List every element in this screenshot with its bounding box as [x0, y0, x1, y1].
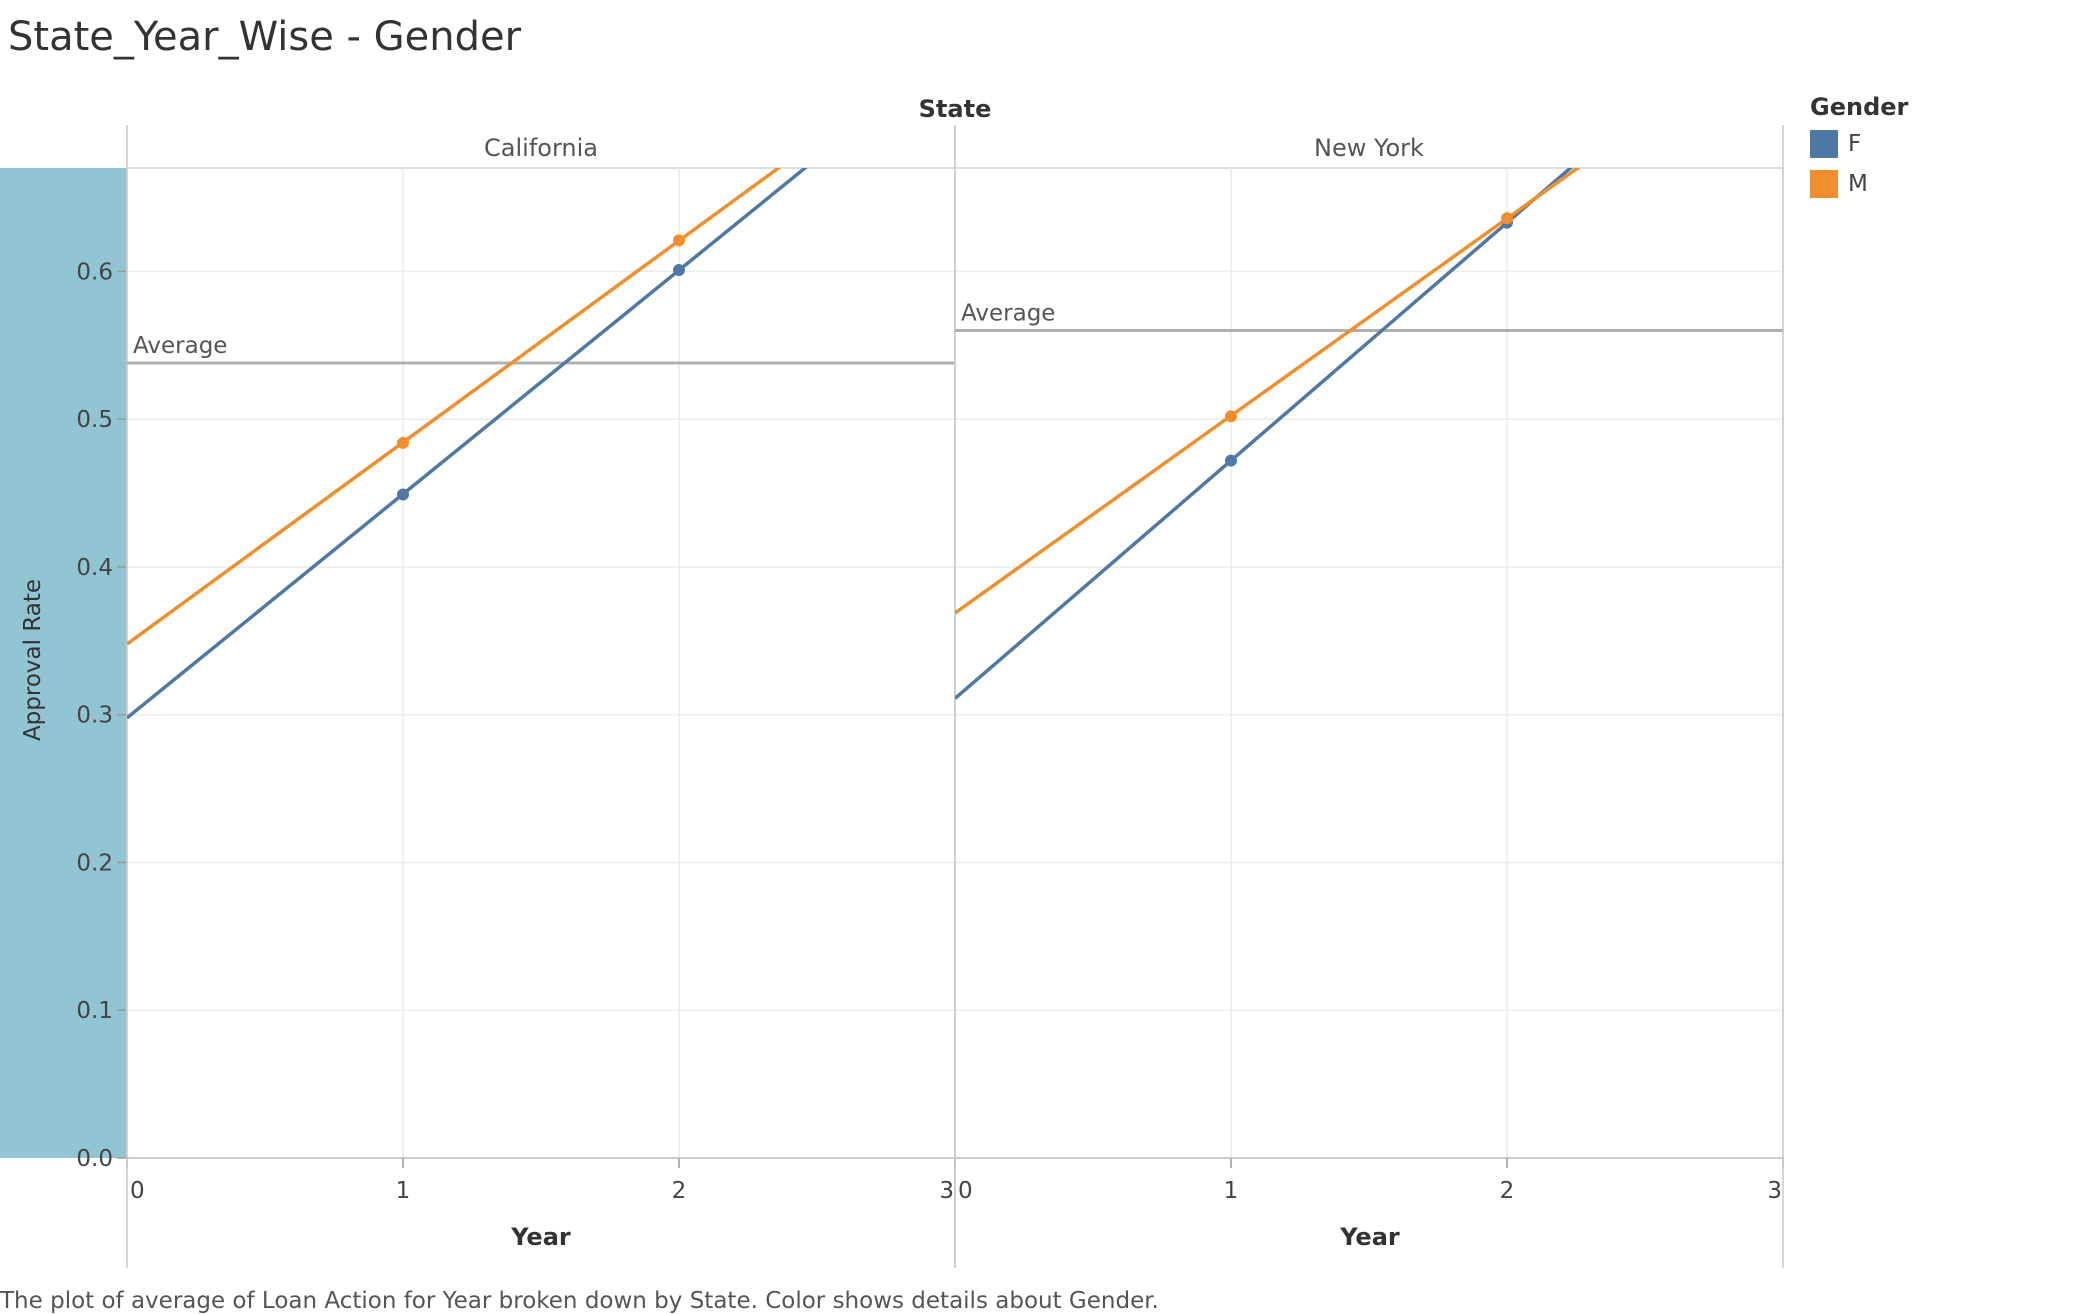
- y-tick-label: 0.3: [76, 703, 113, 729]
- average-label-california: Average: [133, 333, 227, 359]
- x-tick-label: 3: [939, 1178, 954, 1204]
- data-point-m-new-york: [1501, 212, 1513, 225]
- series-line-m-new-york: [955, 168, 1581, 615]
- series-line-f-new-york: [955, 168, 1574, 700]
- data-point-f-california: [397, 488, 409, 501]
- panel-header-new-york: New York: [1314, 134, 1424, 162]
- average-label-new-york: Average: [961, 301, 1055, 327]
- series-line-m-california: [127, 168, 782, 646]
- data-point-f-new-york: [1225, 454, 1237, 467]
- x-axis-label-california: Year: [510, 1223, 571, 1251]
- data-point-m-new-york: [1225, 410, 1237, 423]
- caption: The plot of average of Loan Action for Y…: [0, 1288, 1159, 1314]
- y-tick-label: 0.0: [76, 1146, 113, 1172]
- series-line-f-california: [127, 168, 808, 720]
- y-tick-label: 0.6: [76, 259, 113, 285]
- legend-swatch-m: [1810, 170, 1838, 198]
- x-tick-label: 0: [958, 1178, 973, 1204]
- x-tick-label: 2: [1500, 1178, 1515, 1204]
- legend-title: Gender: [1810, 93, 1909, 121]
- x-tick-label: 1: [396, 1178, 411, 1204]
- column-header: State: [919, 95, 992, 123]
- legend-item-f[interactable]: F: [1810, 130, 1861, 158]
- legend-label-m: M: [1848, 171, 1868, 197]
- data-point-m-california: [397, 436, 409, 449]
- y-tick-label: 0.2: [76, 850, 113, 876]
- x-tick-label: 3: [1767, 1178, 1782, 1204]
- x-axis-label-new-york: Year: [1339, 1223, 1400, 1251]
- y-axis-band: [0, 168, 127, 1158]
- page-title: State_Year_Wise - Gender: [8, 14, 522, 60]
- data-point-f-california: [673, 263, 685, 276]
- y-tick-label: 0.1: [76, 998, 113, 1024]
- x-tick-label: 2: [672, 1178, 687, 1204]
- y-tick-label: 0.4: [76, 555, 113, 581]
- x-tick-label: 0: [130, 1178, 145, 1204]
- y-tick-label: 0.5: [76, 407, 113, 433]
- legend-swatch-f: [1810, 130, 1838, 158]
- y-axis-label: Approval Rate: [20, 579, 46, 741]
- x-tick-label: 1: [1224, 1178, 1239, 1204]
- data-point-m-california: [673, 234, 685, 247]
- panel-header-california: California: [484, 134, 598, 162]
- legend-item-m[interactable]: M: [1810, 170, 1868, 198]
- legend-label-f: F: [1848, 131, 1862, 157]
